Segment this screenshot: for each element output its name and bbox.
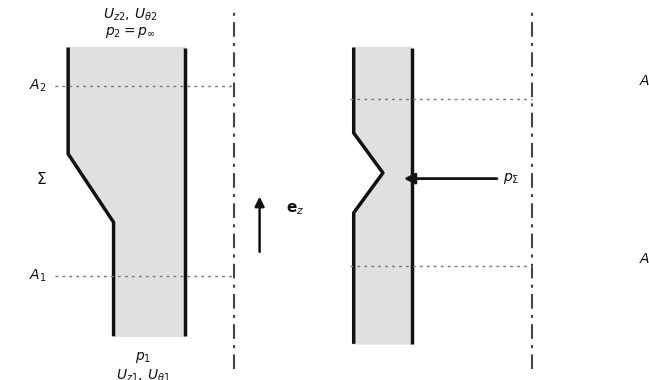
Text: $\mathbf{e}_z$: $\mathbf{e}_z$	[286, 201, 304, 217]
Text: $A_2$: $A_2$	[639, 73, 649, 90]
Text: $A_1$: $A_1$	[29, 267, 47, 284]
Text: $p_2 = p_\infty$: $p_2 = p_\infty$	[104, 25, 155, 40]
Text: $p_\Sigma$: $p_\Sigma$	[503, 171, 519, 186]
Text: $A_1$: $A_1$	[639, 252, 649, 269]
Text: $A_2$: $A_2$	[29, 77, 47, 94]
Text: $U_{z1},\, U_{\theta 1}$: $U_{z1},\, U_{\theta 1}$	[116, 367, 170, 380]
Text: $p_1$: $p_1$	[135, 350, 151, 365]
Polygon shape	[68, 48, 185, 336]
Polygon shape	[354, 48, 412, 344]
Text: $\Sigma$: $\Sigma$	[36, 171, 47, 187]
Text: $U_{z2},\, U_{\theta 2}$: $U_{z2},\, U_{\theta 2}$	[103, 7, 157, 24]
